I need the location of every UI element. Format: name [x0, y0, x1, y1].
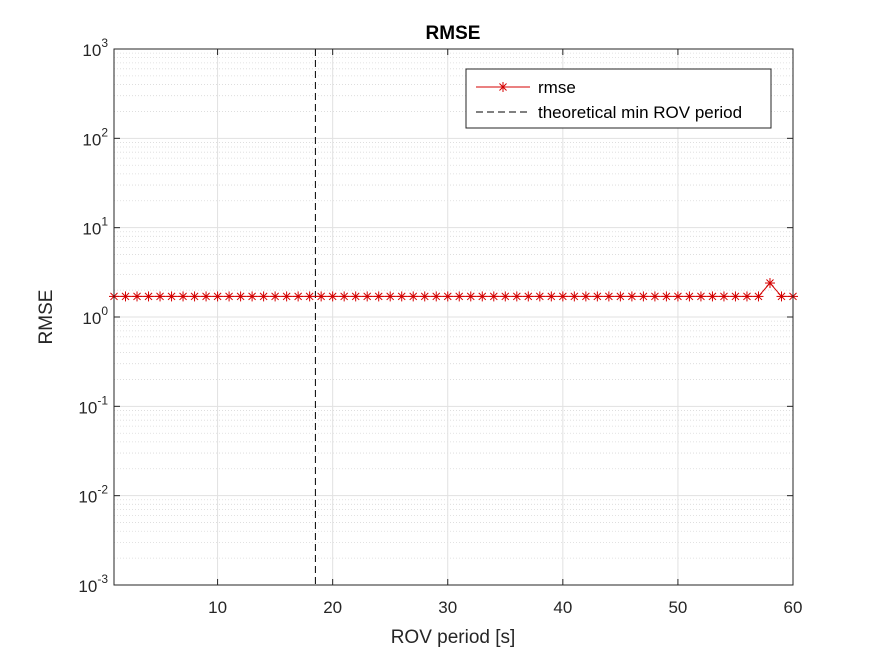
minor-grid: [114, 52, 793, 559]
rmse-point: [304, 291, 315, 302]
rmse-point: [293, 291, 304, 302]
rmse-point: [235, 291, 246, 302]
rmse-point: [385, 291, 396, 302]
rmse-point: [419, 291, 430, 302]
rmse-point: [684, 291, 695, 302]
rmse-point: [603, 291, 614, 302]
legend-asterisk-marker: [498, 82, 508, 92]
rmse-point: [281, 291, 292, 302]
rmse-point: [718, 291, 729, 302]
y-tick-labels: 10-3 10-2 10-1 100 101 102 103: [78, 36, 108, 596]
rmse-point: [212, 291, 223, 302]
rmse-point: [350, 291, 361, 302]
series-layer: [109, 49, 798, 585]
y-tick-label: 10-1: [78, 393, 108, 417]
legend-theoretical-label: theoretical min ROV period: [538, 103, 742, 122]
x-tick-label: 60: [784, 598, 803, 617]
rmse-point: [649, 291, 660, 302]
rmse-point: [431, 291, 442, 302]
chart-title: RMSE: [426, 23, 481, 44]
y-tick-label: 103: [82, 36, 108, 60]
tick-marks: [114, 48, 794, 586]
rmse-point: [155, 291, 166, 302]
rmse-point: [327, 291, 338, 302]
rmse-point: [753, 291, 764, 302]
rmse-point: [615, 291, 626, 302]
rmse-point: [408, 291, 419, 302]
y-tick-label: 10-3: [78, 572, 108, 596]
rmse-point: [442, 291, 453, 302]
rmse-point: [339, 291, 350, 302]
legend: rmse theoretical min ROV period: [465, 68, 772, 129]
rmse-point: [120, 291, 131, 302]
rmse-point: [569, 291, 580, 302]
rmse-point: [258, 291, 269, 302]
y-tick-label: 102: [82, 125, 108, 149]
y-tick-label: 101: [82, 215, 108, 239]
rmse-point: [661, 291, 672, 302]
rmse-point: [546, 291, 557, 302]
rmse-point: [247, 291, 258, 302]
y-tick-label: 100: [82, 304, 108, 328]
rmse-point: [189, 291, 200, 302]
legend-rmse-marker: [498, 82, 508, 92]
x-tick-labels: 10 20 30 40 50 60: [208, 598, 802, 617]
rmse-point: [557, 291, 568, 302]
x-tick-label: 20: [323, 598, 342, 617]
rmse-point: [764, 278, 775, 289]
rmse-point: [143, 291, 154, 302]
rmse-point: [523, 291, 534, 302]
rmse-point: [592, 291, 603, 302]
rmse-point: [672, 291, 683, 302]
rmse-point: [316, 291, 327, 302]
rmse-point: [373, 291, 384, 302]
rmse-point: [270, 291, 281, 302]
rmse-point: [500, 291, 511, 302]
rmse-point: [695, 291, 706, 302]
x-axis-label: ROV period [s]: [391, 627, 516, 648]
rmse-point: [534, 291, 545, 302]
rmse-point: [511, 291, 522, 302]
rmse-point: [580, 291, 591, 302]
rmse-point: [362, 291, 373, 302]
rmse-point: [477, 291, 488, 302]
rmse-point: [454, 291, 465, 302]
y-tick-label: 10-2: [78, 483, 108, 507]
rmse-point: [166, 291, 177, 302]
legend-rmse-label: rmse: [538, 78, 576, 97]
x-tick-label: 50: [668, 598, 687, 617]
rmse-point: [488, 291, 499, 302]
rmse-point: [465, 291, 476, 302]
legend-box: [465, 68, 772, 129]
rmse-point: [741, 291, 752, 302]
rmse-point: [132, 291, 143, 302]
rmse-point: [730, 291, 741, 302]
rmse-point: [178, 291, 189, 302]
x-tick-label: 30: [438, 598, 457, 617]
rmse-point: [638, 291, 649, 302]
rmse-point: [224, 291, 235, 302]
rmse-point: [776, 291, 787, 302]
rmse-point: [626, 291, 637, 302]
rmse-point: [396, 291, 407, 302]
x-tick-label: 10: [208, 598, 227, 617]
rmse-point: [201, 291, 212, 302]
y-axis-label: RMSE: [36, 290, 57, 345]
rmse-point: [707, 291, 718, 302]
x-tick-label: 40: [553, 598, 572, 617]
